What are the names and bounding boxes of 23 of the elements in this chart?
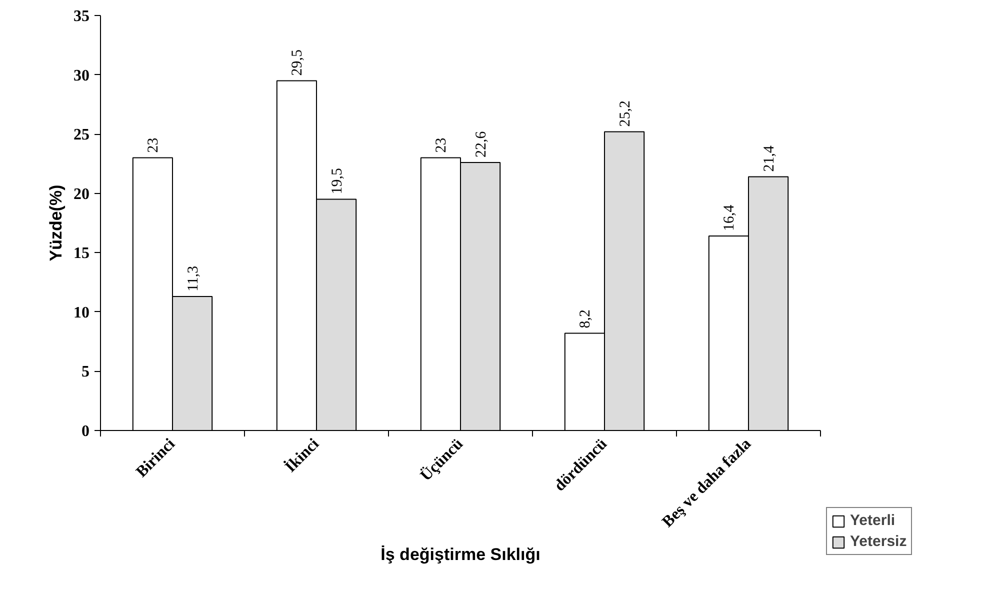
legend-label: Yetersiz bbox=[850, 533, 907, 550]
data-label: 29,5 bbox=[290, 49, 306, 76]
data-label: 8,2 bbox=[578, 310, 594, 328]
data-label: 23 bbox=[434, 138, 450, 153]
y-tick-label: 5 bbox=[82, 364, 90, 381]
y-tick-label: 35 bbox=[74, 8, 90, 25]
x-axis-title: İş değiştirme Sıklığı bbox=[380, 544, 540, 564]
data-label: 16,4 bbox=[722, 204, 738, 232]
data-label: 11,3 bbox=[185, 266, 202, 292]
y-axis-title: Yüzde(%) bbox=[46, 184, 66, 262]
y-tick-label: 0 bbox=[82, 423, 90, 440]
x-tick-label: Beş ve daha fazla bbox=[659, 435, 755, 531]
y-tick-label: 15 bbox=[74, 245, 90, 262]
data-label: 21,4 bbox=[761, 145, 778, 172]
y-tick-label: 30 bbox=[74, 67, 90, 84]
legend-label: Yeterli bbox=[850, 512, 896, 529]
y-tick-label: 20 bbox=[74, 186, 90, 203]
data-label: 19,5 bbox=[329, 168, 346, 194]
data-label: 22,6 bbox=[473, 130, 490, 158]
data-label: 23 bbox=[146, 138, 162, 153]
data-label: 25,2 bbox=[617, 100, 634, 127]
y-tick-label: 10 bbox=[74, 304, 90, 322]
y-tick-label: 25 bbox=[74, 126, 90, 144]
